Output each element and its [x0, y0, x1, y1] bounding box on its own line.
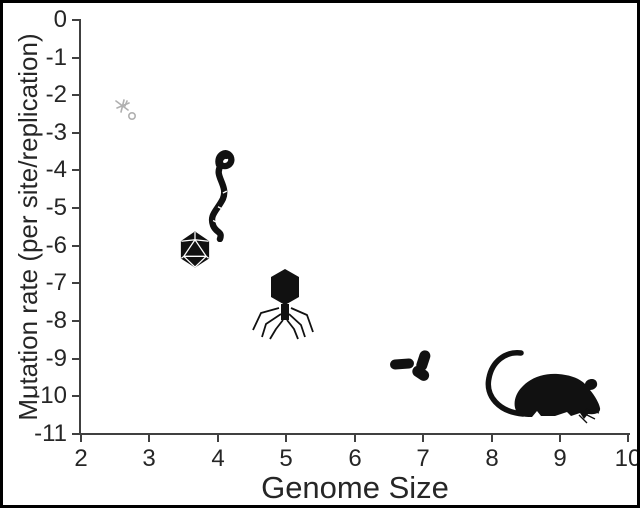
y-tick-label: -7	[45, 269, 67, 296]
y-tick-label: -11	[34, 420, 67, 447]
y-tick-label: -2	[45, 81, 67, 108]
y-tick-label: -9	[45, 345, 67, 372]
x-tick-label: 8	[485, 445, 499, 472]
y-tick-label: -1	[45, 44, 67, 71]
mouse-icon	[483, 345, 603, 432]
y-tick-label: -4	[45, 156, 67, 183]
y-tick	[72, 169, 80, 171]
y-tick	[72, 207, 80, 209]
y-tick	[72, 395, 80, 397]
y-tick	[72, 132, 80, 134]
x-tick	[491, 434, 493, 442]
x-tick	[627, 434, 629, 442]
viroid-icon	[114, 99, 141, 132]
y-tick-label: -3	[45, 119, 67, 146]
y-tick	[72, 282, 80, 284]
x-tick-label: 9	[553, 445, 567, 472]
y-tick-label: -10	[32, 382, 67, 409]
x-tick	[354, 434, 356, 442]
y-tick	[72, 358, 80, 360]
x-tick-label: 10	[614, 445, 640, 472]
bacteriophage-icon	[251, 267, 315, 346]
y-tick	[72, 94, 80, 96]
y-tick	[72, 433, 80, 435]
x-tick	[217, 434, 219, 442]
x-tick	[422, 434, 424, 442]
x-tick	[148, 434, 150, 442]
y-tick-label: -8	[45, 307, 67, 334]
x-tick	[80, 434, 82, 442]
y-tick-label: -6	[45, 232, 67, 259]
y-tick	[72, 245, 80, 247]
x-axis-title: Genome Size	[261, 470, 449, 505]
x-tick-label: 5	[279, 445, 293, 472]
filovirus-icon	[199, 150, 235, 247]
y-tick	[72, 19, 80, 21]
bacteria-icon	[389, 349, 441, 390]
x-tick-label: 3	[142, 445, 156, 472]
y-axis-line	[79, 19, 81, 435]
y-tick-label: 0	[53, 6, 67, 33]
y-tick-label: -5	[45, 194, 67, 221]
y-tick	[72, 320, 80, 322]
x-tick-label: 7	[416, 445, 430, 472]
y-tick	[72, 57, 80, 59]
icosahedral-virus-icon	[178, 231, 212, 273]
x-tick	[285, 434, 287, 442]
x-tick-label: 2	[74, 445, 88, 472]
x-tick-label: 6	[348, 445, 362, 472]
x-tick-label: 4	[211, 445, 225, 472]
x-tick	[559, 434, 561, 442]
